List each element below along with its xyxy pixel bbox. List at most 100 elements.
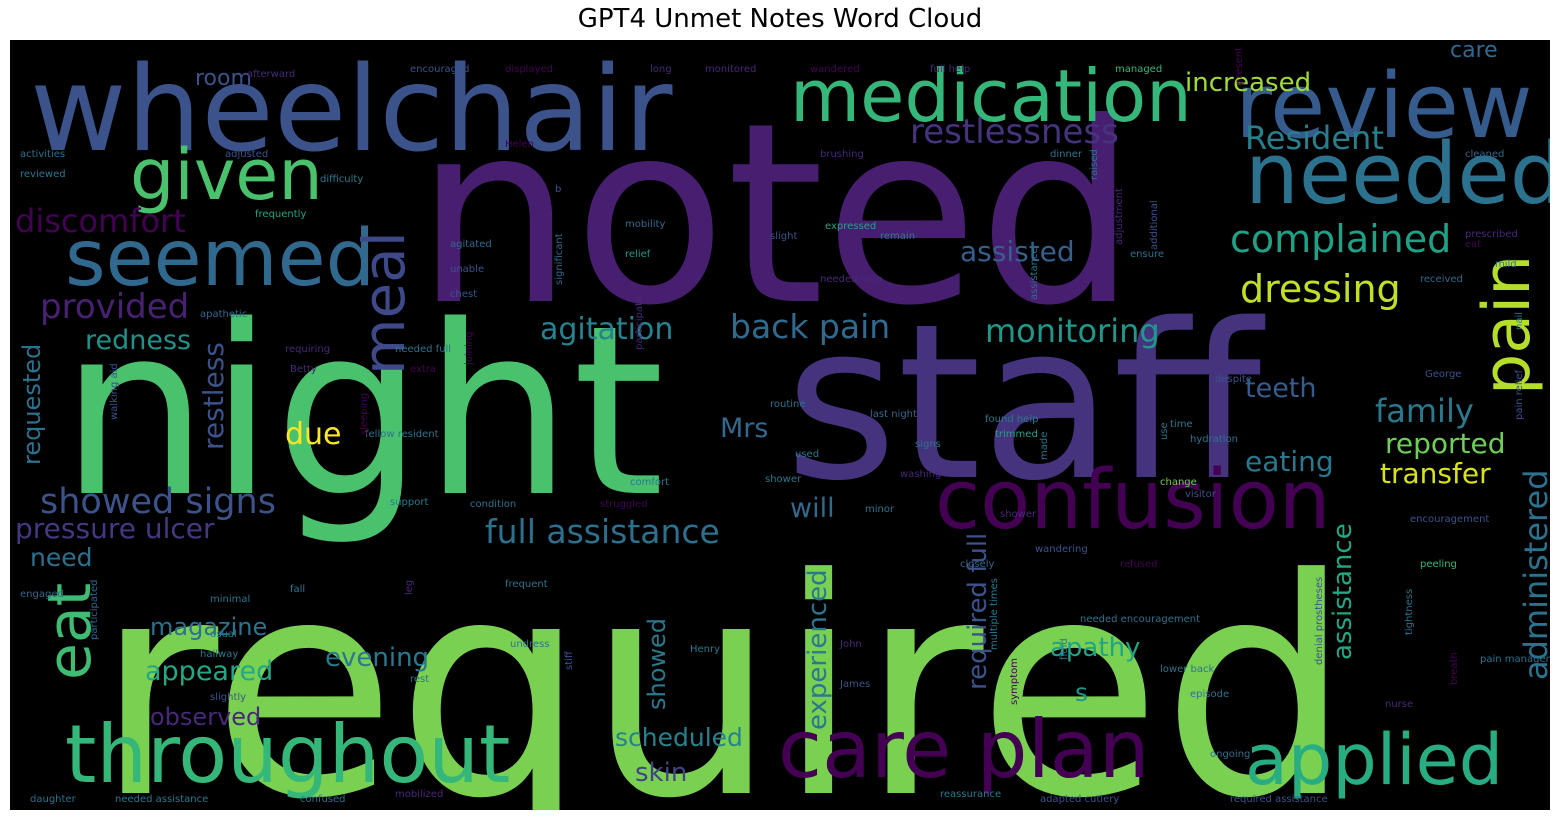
word-76: significant [554,233,565,285]
word-58: afterward [247,69,296,80]
word-138: reassurance [940,789,1002,800]
word-167: sleeping [359,392,370,435]
word-31: administered [1517,469,1550,680]
word-71: mobility [625,219,666,230]
word-19: restlessness [910,112,1119,152]
word-37: due [285,417,342,452]
word-140: required assistance [1230,794,1328,805]
word-152: participated [89,579,100,640]
word-22: provided [40,287,190,327]
word-159: breath [1449,652,1460,685]
word-1: noted [415,69,1137,360]
word-132: denial prostheses [1314,576,1325,665]
word-85: needed help [820,274,883,285]
word-118: fall [290,584,306,595]
word-166: stiff [564,651,575,670]
word-cloud: required noted night staff wheelchair review n… [10,40,1550,810]
word-104: washing [900,469,942,480]
word-26: back pain [730,307,891,346]
word-143: mild [1495,259,1517,270]
word-61: long [650,64,672,75]
word-100: shower [765,474,802,485]
word-95: trimmed [995,429,1038,440]
word-164: b [555,184,562,195]
word-137: mobilized [395,789,444,800]
word-55: room [195,66,252,91]
word-23: showed signs [40,482,276,522]
word-120: minimal [210,594,251,605]
word-80: remain [880,231,916,242]
word-63: wandered [810,64,860,75]
word-113: closely [960,559,995,570]
word-3: staff [785,277,1262,528]
word-45: assistance [1328,523,1358,660]
word-139: adapted cutlery [1040,794,1120,805]
word-154: walking aid [109,363,120,420]
word-94: found help [985,414,1039,425]
word-53: skin [635,758,688,788]
word-93: last night [870,409,917,420]
word-56: care [1450,40,1498,63]
word-142: ensure [1130,249,1165,260]
word-10: confusion [935,453,1331,548]
word-103: signs [915,439,941,450]
word-110: minor [865,504,895,515]
word-98: time [1170,419,1193,430]
word-78: slight [770,231,798,242]
word-92: routine [770,399,806,410]
word-115: peeling [1420,559,1457,570]
word-86: received [1420,274,1463,285]
word-141: Helen [505,139,534,150]
word-99: hydration [1190,434,1238,445]
word-72: agitated [450,239,492,250]
word-158: assistance [1029,247,1040,300]
word-162: raised [1089,149,1100,180]
word-20: Resident [1245,119,1384,157]
word-59: encouraged [410,64,470,75]
word-90: extra [410,364,437,375]
word-40: teeth [1245,373,1317,404]
word-88: requiring [285,344,331,355]
word-150: needed encouragement [1080,614,1201,625]
word-35: increased [1185,68,1312,98]
word-168: shower [1000,509,1037,520]
word-21: discomfort [15,202,186,240]
word-151: fluid [1059,638,1070,660]
word-163: use [1159,422,1170,440]
word-125: hallway [200,649,239,660]
word-119: engaged [20,589,64,600]
word-27: monitoring [985,312,1160,350]
word-124: Henry [690,644,721,655]
word-96: despite [1215,374,1252,385]
word-128: James [840,679,871,690]
word-127: rest [410,674,430,685]
word-107: support [390,497,429,508]
word-69: difficulty [320,174,364,185]
word-24: pressure ulcer [15,512,215,545]
word-73: unable [450,264,485,275]
word-148: multiple times [989,578,1000,650]
word-60: displayed [505,64,554,75]
word-70: frequently [255,209,307,220]
word-84: prescribed [1465,229,1518,240]
word-14: pain [1470,254,1545,395]
word-122: John [840,639,862,650]
word-105: change [1160,477,1197,488]
word-38: restless [197,342,230,450]
word-82: dinner [1050,149,1083,160]
word-123: undress [510,639,550,650]
word-65: managed [1115,64,1163,75]
word-116: frequent [505,579,548,590]
word-112: wandering [1035,544,1088,555]
word-153: participate [634,295,645,350]
word-33: transfer [1380,457,1491,490]
word-146: pain management [1480,654,1550,665]
word-18: dressing [1240,267,1401,311]
word-0: required [95,515,1352,811]
word-77: relief [625,249,651,260]
word-81: brushing [820,149,864,160]
word-165: eat [1465,239,1482,250]
word-41: Mrs [720,413,769,444]
word-114: refused [1120,559,1158,570]
word-102: used [795,449,820,460]
